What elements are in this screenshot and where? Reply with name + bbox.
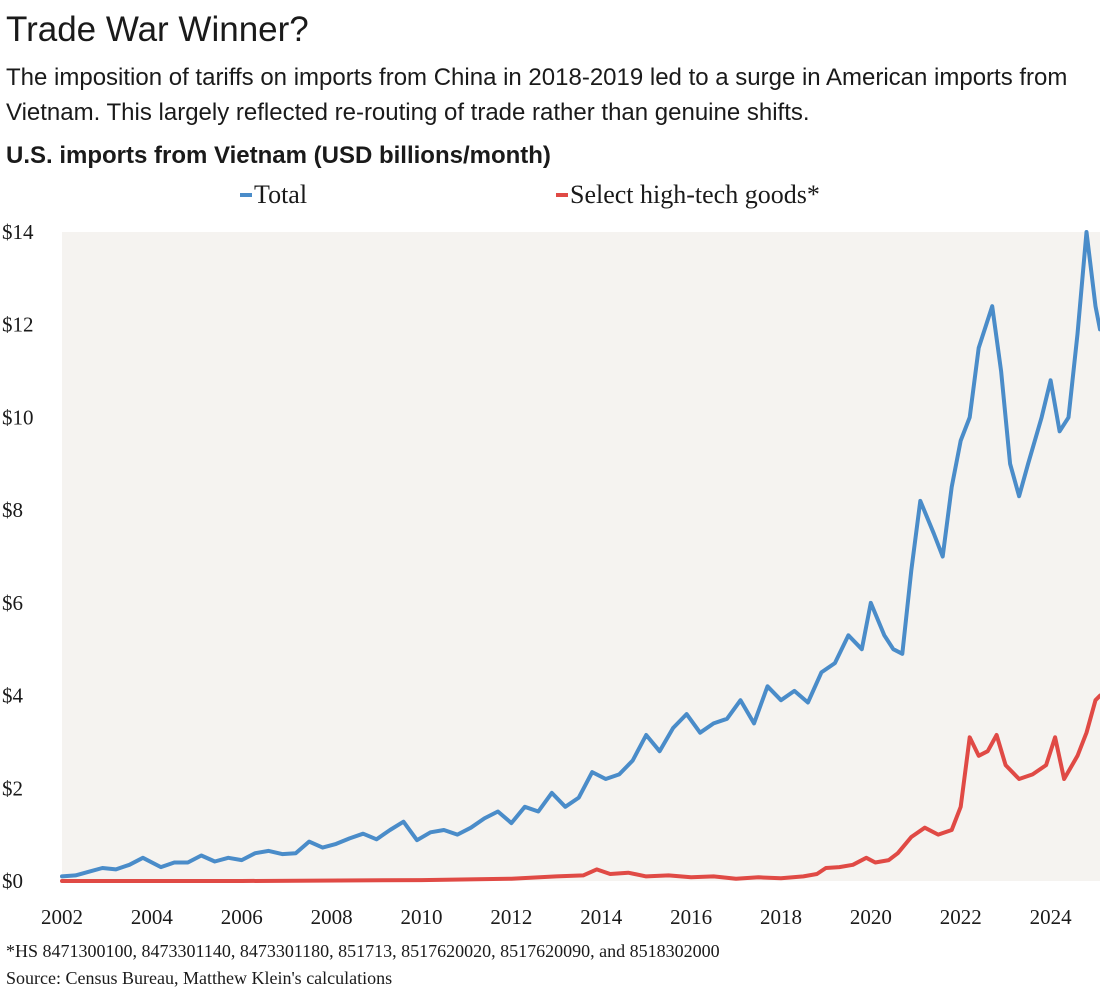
page-title: Trade War Winner?	[6, 10, 309, 49]
x-tick-label: 2014	[580, 905, 623, 929]
legend-item-total: Total	[240, 180, 307, 210]
y-tick-label: $12	[2, 313, 34, 337]
y-tick-label: $14	[2, 220, 34, 244]
footnote: *HS 8471300100, 8473301140, 8473301180, …	[6, 941, 720, 961]
chart-title: U.S. imports from Vietnam (USD billions/…	[6, 142, 551, 169]
legend-label-tech: Select high-tech goods*	[570, 180, 820, 209]
legend-item-tech: Select high-tech goods*	[556, 180, 820, 210]
x-tick-label: 2008	[311, 905, 353, 929]
y-tick-label: $4	[2, 684, 24, 708]
x-tick-label: 2022	[940, 905, 982, 929]
x-tick-label: 2006	[221, 905, 263, 929]
x-tick-label: 2002	[41, 905, 83, 929]
series-line-total	[60, 230, 1100, 879]
line-chart: $0 $2 $4 $6 $8 $10 $12 $14 2002 2004 2006 2008 2010 2…	[2, 220, 1100, 929]
legend-swatch-tech	[556, 193, 568, 197]
x-tick-label: 2016	[670, 905, 712, 929]
x-tick-label: 2004	[131, 905, 174, 929]
y-tick-label: $2	[2, 776, 23, 800]
y-tick-label: $0	[2, 869, 23, 893]
series-line-high-tech	[60, 693, 1100, 883]
y-tick-label: $6	[2, 591, 23, 615]
x-tick-label: 2024	[1030, 905, 1073, 929]
legend-swatch-total	[240, 193, 252, 197]
x-tick-label: 2020	[850, 905, 892, 929]
legend-label-total: Total	[254, 180, 308, 209]
x-tick-label: 2018	[760, 905, 802, 929]
x-tick-label: 2012	[490, 905, 532, 929]
plot-area	[62, 232, 1100, 881]
source-note: Source: Census Bureau, Matthew Klein's c…	[6, 968, 393, 988]
x-tick-label: 2010	[400, 905, 442, 929]
y-tick-label: $10	[2, 405, 34, 429]
y-tick-label: $8	[2, 498, 23, 522]
page-subtitle: The imposition of tariffs on imports fro…	[6, 64, 1068, 126]
